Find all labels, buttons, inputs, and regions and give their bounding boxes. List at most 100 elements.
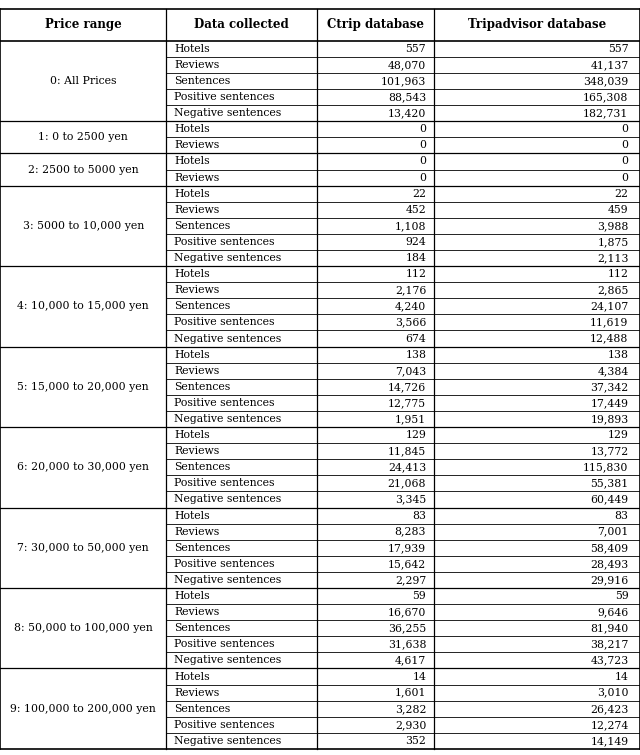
Text: Hotels: Hotels <box>174 350 210 359</box>
Text: 17,939: 17,939 <box>388 543 426 553</box>
Text: 3,282: 3,282 <box>395 704 426 713</box>
Text: Negative sentences: Negative sentences <box>174 495 282 504</box>
Text: 0: 0 <box>419 173 426 183</box>
Text: 88,543: 88,543 <box>388 92 426 102</box>
Text: Positive sentences: Positive sentences <box>174 237 275 247</box>
Text: Negative sentences: Negative sentences <box>174 655 282 665</box>
Text: 3: 5000 to 10,000 yen: 3: 5000 to 10,000 yen <box>22 221 144 231</box>
Text: 15,642: 15,642 <box>388 559 426 569</box>
Text: 5: 15,000 to 20,000 yen: 5: 15,000 to 20,000 yen <box>17 382 149 392</box>
Text: 8,283: 8,283 <box>395 527 426 537</box>
Text: 2,865: 2,865 <box>597 285 628 295</box>
Text: Positive sentences: Positive sentences <box>174 398 275 408</box>
Text: 12,274: 12,274 <box>590 720 628 730</box>
Text: Negative sentences: Negative sentences <box>174 253 282 263</box>
Text: 83: 83 <box>614 510 628 521</box>
Text: 1,108: 1,108 <box>395 221 426 231</box>
Text: Reviews: Reviews <box>174 60 220 70</box>
Text: Tripadvisor database: Tripadvisor database <box>468 18 606 32</box>
Text: 59: 59 <box>413 591 426 601</box>
Text: Positive sentences: Positive sentences <box>174 720 275 730</box>
Text: Reviews: Reviews <box>174 205 220 214</box>
Text: Hotels: Hotels <box>174 125 210 134</box>
Text: 3,566: 3,566 <box>395 317 426 328</box>
Text: Negative sentences: Negative sentences <box>174 575 282 585</box>
Text: Hotels: Hotels <box>174 591 210 601</box>
Text: Hotels: Hotels <box>174 189 210 199</box>
Text: 924: 924 <box>406 237 426 247</box>
Text: Hotels: Hotels <box>174 269 210 279</box>
Text: 3,010: 3,010 <box>597 688 628 698</box>
Text: 12,488: 12,488 <box>590 334 628 344</box>
Text: 81,940: 81,940 <box>590 623 628 633</box>
Text: 41,137: 41,137 <box>590 60 628 70</box>
Text: 4,617: 4,617 <box>395 655 426 665</box>
Text: Positive sentences: Positive sentences <box>174 92 275 102</box>
Text: 14,149: 14,149 <box>590 736 628 746</box>
Text: 24,107: 24,107 <box>590 301 628 311</box>
Text: 129: 129 <box>405 430 426 440</box>
Text: Reviews: Reviews <box>174 446 220 456</box>
Text: 7: 30,000 to 50,000 yen: 7: 30,000 to 50,000 yen <box>17 543 149 553</box>
Text: Sentences: Sentences <box>174 382 230 392</box>
Bar <box>0 9 640 41</box>
Text: 29,916: 29,916 <box>590 575 628 585</box>
Text: 36,255: 36,255 <box>388 623 426 633</box>
Text: 11,845: 11,845 <box>388 446 426 456</box>
Text: 19,893: 19,893 <box>590 414 628 424</box>
Text: 0: 0 <box>419 125 426 134</box>
Text: 22: 22 <box>614 189 628 199</box>
Text: 26,423: 26,423 <box>590 704 628 713</box>
Text: 112: 112 <box>607 269 628 279</box>
Text: Sentences: Sentences <box>174 543 230 553</box>
Text: Data collected: Data collected <box>194 18 289 32</box>
Text: 24,413: 24,413 <box>388 462 426 473</box>
Text: 2: 2500 to 5000 yen: 2: 2500 to 5000 yen <box>28 165 138 174</box>
Text: 184: 184 <box>405 253 426 263</box>
Text: 165,308: 165,308 <box>583 92 628 102</box>
Text: Negative sentences: Negative sentences <box>174 334 282 344</box>
Text: 4,384: 4,384 <box>597 365 628 376</box>
Text: 2,113: 2,113 <box>597 253 628 263</box>
Text: 9,646: 9,646 <box>597 607 628 617</box>
Text: Sentences: Sentences <box>174 623 230 633</box>
Text: Price range: Price range <box>45 18 122 32</box>
Text: 348,039: 348,039 <box>583 76 628 86</box>
Text: 37,342: 37,342 <box>590 382 628 392</box>
Text: 0: 0 <box>621 140 628 150</box>
Text: 48,070: 48,070 <box>388 60 426 70</box>
Text: 2,176: 2,176 <box>395 285 426 295</box>
Text: Positive sentences: Positive sentences <box>174 559 275 569</box>
Text: 6: 20,000 to 30,000 yen: 6: 20,000 to 30,000 yen <box>17 462 149 473</box>
Text: 115,830: 115,830 <box>583 462 628 473</box>
Text: 7,043: 7,043 <box>395 365 426 376</box>
Text: 0: 0 <box>621 125 628 134</box>
Text: 138: 138 <box>405 350 426 359</box>
Text: Sentences: Sentences <box>174 462 230 473</box>
Text: 1,951: 1,951 <box>395 414 426 424</box>
Text: 0: 0 <box>419 156 426 167</box>
Text: 4,240: 4,240 <box>395 301 426 311</box>
Text: Sentences: Sentences <box>174 221 230 231</box>
Text: 1,601: 1,601 <box>395 688 426 698</box>
Text: 43,723: 43,723 <box>590 655 628 665</box>
Text: 557: 557 <box>406 44 426 54</box>
Text: Hotels: Hotels <box>174 671 210 682</box>
Text: 16,670: 16,670 <box>388 607 426 617</box>
Text: Sentences: Sentences <box>174 301 230 311</box>
Text: 2,297: 2,297 <box>395 575 426 585</box>
Text: 452: 452 <box>406 205 426 214</box>
Text: 3,345: 3,345 <box>395 495 426 504</box>
Text: Negative sentences: Negative sentences <box>174 414 282 424</box>
Text: 13,420: 13,420 <box>388 108 426 119</box>
Text: 0: All Prices: 0: All Prices <box>50 76 116 86</box>
Text: 138: 138 <box>607 350 628 359</box>
Text: 1: 0 to 2500 yen: 1: 0 to 2500 yen <box>38 132 128 143</box>
Text: 129: 129 <box>607 430 628 440</box>
Text: Reviews: Reviews <box>174 173 220 183</box>
Text: 4: 10,000 to 15,000 yen: 4: 10,000 to 15,000 yen <box>17 301 149 311</box>
Text: 1,875: 1,875 <box>597 237 628 247</box>
Text: Reviews: Reviews <box>174 285 220 295</box>
Text: Sentences: Sentences <box>174 76 230 86</box>
Text: 60,449: 60,449 <box>590 495 628 504</box>
